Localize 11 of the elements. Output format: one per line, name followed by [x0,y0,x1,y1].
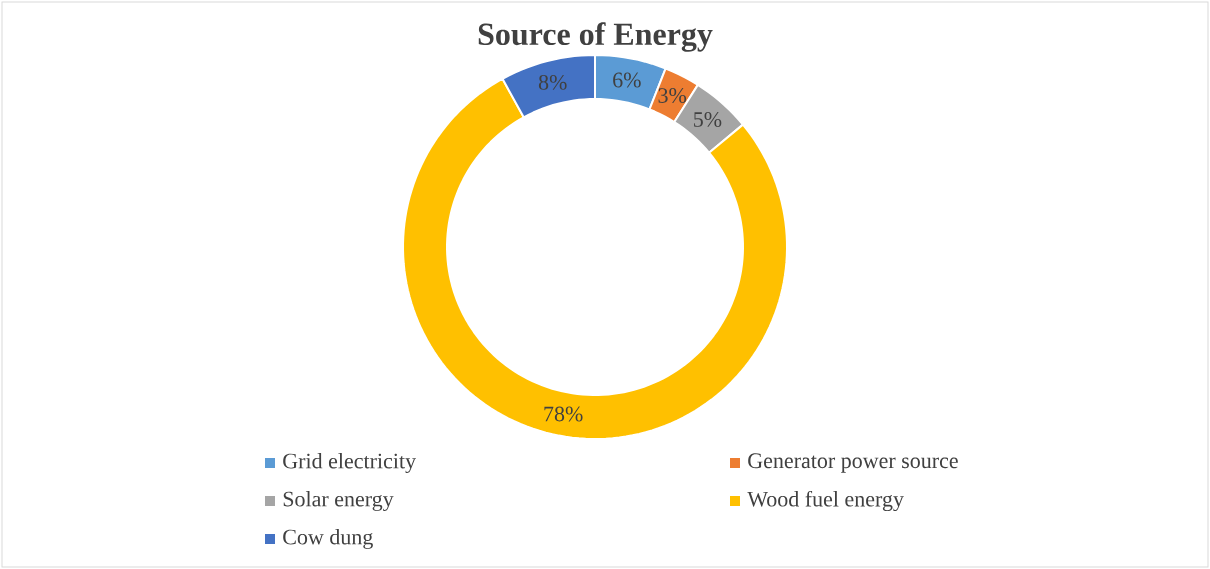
legend-label: Cow dung [283,529,373,550]
data-label: 6% [613,72,641,88]
chart-title: Source of Energy [478,22,713,52]
legend-label: Wood fuel energy [747,490,904,512]
data-label: 78% [544,406,583,422]
data-label: 8% [538,74,567,90]
data-label: 3% [658,88,687,103]
legend-label: Grid electricity [283,453,416,474]
legend-label: Solar energy [283,491,394,512]
data-label: 5% [694,112,722,127]
legend-label: Generator power source [748,453,958,473]
